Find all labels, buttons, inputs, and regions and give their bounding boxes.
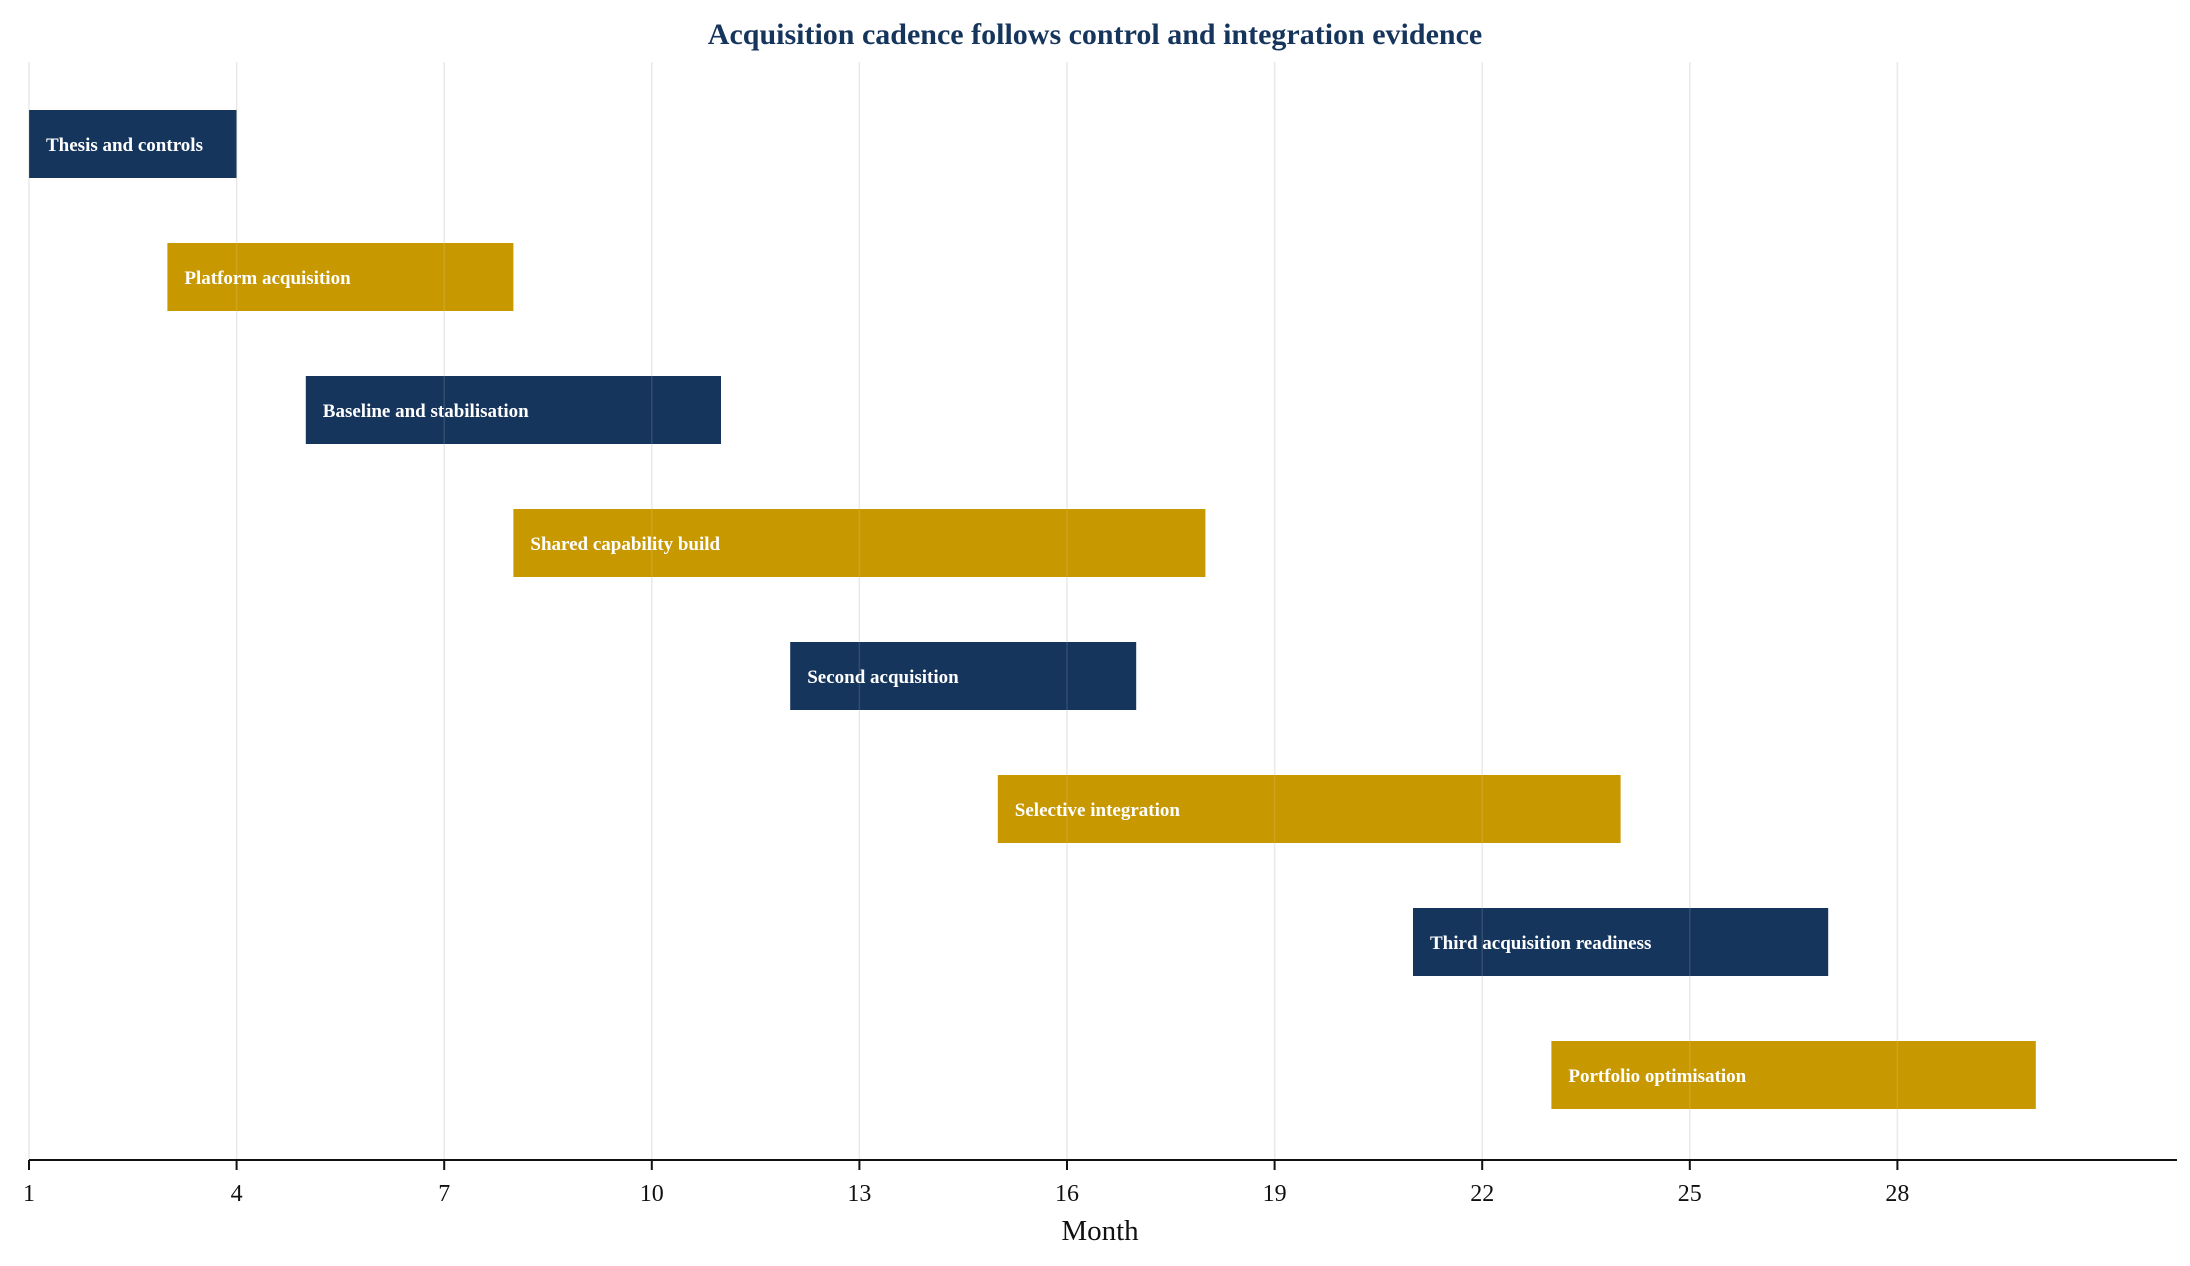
- x-tick-label: 4: [231, 1181, 243, 1207]
- chart-title: Acquisition cadence follows control and …: [708, 18, 1482, 51]
- gantt-bar-label: Baseline and stabilisation: [323, 401, 529, 422]
- grid-overlay: [28, 62, 1899, 1160]
- x-tick-label: 10: [640, 1181, 664, 1207]
- x-axis-label: Month: [1061, 1215, 1139, 1247]
- grid-layer: [28, 62, 1899, 1160]
- x-tick-label: 22: [1470, 1181, 1494, 1207]
- bars-layer: [29, 110, 2036, 1109]
- gantt-bar: [167, 243, 514, 311]
- gantt-bar: [305, 376, 721, 444]
- gantt-bar-label: Shared capability build: [530, 534, 720, 555]
- x-tick-label: 25: [1678, 1181, 1702, 1207]
- gantt-bar: [997, 775, 1621, 843]
- gantt-bar-label: Third acquisition readiness: [1430, 933, 1651, 954]
- gantt-bar-label: Selective integration: [1015, 800, 1181, 821]
- gantt-bar: [1413, 908, 1829, 976]
- gantt-bar-label: Thesis and controls: [46, 135, 203, 156]
- x-tick-label: 19: [1263, 1181, 1287, 1207]
- bar-labels-layer: Thesis and controls Platform acquisition B…: [46, 135, 1747, 1087]
- gantt-bar: [29, 110, 237, 178]
- x-tick-label: 16: [1055, 1181, 1079, 1207]
- gantt-bar-label: Second acquisition: [807, 667, 959, 688]
- gantt-bar: [790, 642, 1137, 710]
- x-tick-label: 13: [847, 1181, 871, 1207]
- gantt-bar-label: Portfolio optimisation: [1568, 1066, 1746, 1087]
- gantt-bar: [513, 509, 1206, 577]
- x-tick-label: 28: [1885, 1181, 1909, 1207]
- gantt-bar-label: Platform acquisition: [184, 268, 351, 289]
- x-axis: 1 4 7 10 13 16 19 22 25 28: [23, 1159, 2177, 1207]
- x-tick-label: 7: [438, 1181, 450, 1207]
- x-tick-label: 1: [23, 1181, 35, 1207]
- gantt-bar: [1551, 1041, 2036, 1109]
